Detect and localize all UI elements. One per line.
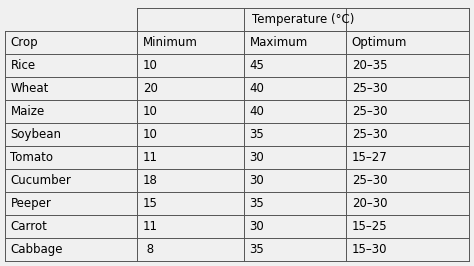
Text: Crop: Crop bbox=[10, 36, 38, 49]
Text: 15: 15 bbox=[143, 197, 158, 210]
Text: 30: 30 bbox=[250, 220, 264, 233]
Text: Maximum: Maximum bbox=[250, 36, 308, 49]
Text: 10: 10 bbox=[143, 105, 158, 118]
Text: Carrot: Carrot bbox=[10, 220, 47, 233]
Text: Cucumber: Cucumber bbox=[10, 174, 71, 187]
Text: 11: 11 bbox=[143, 151, 158, 164]
Text: Soybean: Soybean bbox=[10, 128, 62, 141]
Text: 35: 35 bbox=[250, 243, 264, 256]
Text: Tomato: Tomato bbox=[10, 151, 54, 164]
Text: 25–30: 25–30 bbox=[352, 105, 387, 118]
Text: 15–30: 15–30 bbox=[352, 243, 387, 256]
Text: 25–30: 25–30 bbox=[352, 82, 387, 95]
Text: 45: 45 bbox=[250, 59, 264, 72]
Text: 18: 18 bbox=[143, 174, 158, 187]
Text: Wheat: Wheat bbox=[10, 82, 49, 95]
Text: Optimum: Optimum bbox=[352, 36, 407, 49]
Text: Maize: Maize bbox=[10, 105, 45, 118]
Text: 40: 40 bbox=[250, 105, 264, 118]
Text: 20–30: 20–30 bbox=[352, 197, 387, 210]
Text: 35: 35 bbox=[250, 128, 264, 141]
Text: 40: 40 bbox=[250, 82, 264, 95]
Text: Cabbage: Cabbage bbox=[10, 243, 63, 256]
Text: 20–35: 20–35 bbox=[352, 59, 387, 72]
Text: 11: 11 bbox=[143, 220, 158, 233]
Text: 25–30: 25–30 bbox=[352, 128, 387, 141]
Text: 10: 10 bbox=[143, 128, 158, 141]
Text: 30: 30 bbox=[250, 174, 264, 187]
Text: 8: 8 bbox=[143, 243, 154, 256]
Text: Peeper: Peeper bbox=[10, 197, 51, 210]
Text: Rice: Rice bbox=[10, 59, 36, 72]
Text: 10: 10 bbox=[143, 59, 158, 72]
Text: 25–30: 25–30 bbox=[352, 174, 387, 187]
Text: 15–27: 15–27 bbox=[352, 151, 388, 164]
Text: Minimum: Minimum bbox=[143, 36, 198, 49]
Text: Temperature (°C): Temperature (°C) bbox=[252, 13, 355, 26]
Text: 35: 35 bbox=[250, 197, 264, 210]
Text: 20: 20 bbox=[143, 82, 158, 95]
Text: 15–25: 15–25 bbox=[352, 220, 387, 233]
Text: 30: 30 bbox=[250, 151, 264, 164]
